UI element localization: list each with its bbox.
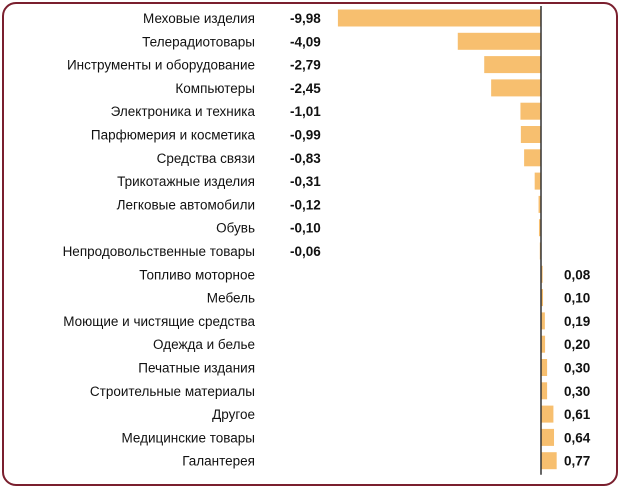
bar bbox=[520, 102, 541, 120]
category-label: Телерадиотовары bbox=[142, 34, 255, 49]
value-label: -0,12 bbox=[290, 197, 321, 212]
category-label: Галантерея bbox=[182, 454, 255, 469]
value-label: 0,30 bbox=[564, 361, 590, 376]
category-label: Обувь bbox=[216, 221, 255, 236]
category-label: Одежда и белье bbox=[153, 337, 255, 352]
value-label: 0,08 bbox=[564, 267, 591, 282]
value-label: -0,10 bbox=[290, 221, 321, 236]
category-label: Моющие и чистящие средства bbox=[63, 314, 255, 329]
category-label: Средства связи bbox=[157, 151, 255, 166]
value-label: -9,98 bbox=[290, 11, 321, 26]
category-label: Легковые автомобили bbox=[117, 197, 255, 212]
category-label: Мебель bbox=[207, 291, 255, 306]
bar bbox=[491, 79, 541, 97]
bar bbox=[541, 428, 555, 446]
bar bbox=[541, 405, 554, 423]
value-labels: -9,98 -4,09 -2,79 -2,45 -1,01 -0,99 -0,83 -0,31… bbox=[290, 11, 591, 469]
category-label: Инструменты и оборудование bbox=[67, 58, 255, 73]
bar bbox=[541, 452, 557, 470]
bar bbox=[457, 32, 541, 50]
category-label: Строительные материалы bbox=[90, 384, 255, 399]
category-label: Трикотажные изделия bbox=[117, 174, 255, 189]
bar bbox=[541, 359, 548, 376]
category-label: Другое bbox=[212, 407, 255, 422]
value-label: -2,45 bbox=[290, 81, 321, 96]
value-label: -0,06 bbox=[290, 244, 321, 259]
value-label: 0,77 bbox=[564, 454, 590, 469]
value-label: -0,99 bbox=[290, 128, 321, 143]
bar bbox=[541, 289, 544, 307]
bar bbox=[534, 172, 541, 190]
value-label: -0,31 bbox=[290, 174, 321, 189]
value-label: -2,79 bbox=[290, 58, 321, 73]
value-label: 0,20 bbox=[564, 337, 590, 352]
category-label: Печатные издания bbox=[138, 361, 255, 376]
value-label: 0,61 bbox=[564, 407, 591, 422]
value-label: 0,64 bbox=[564, 430, 591, 445]
value-label: -1,01 bbox=[290, 104, 321, 119]
category-label: Электроника и техника bbox=[111, 104, 256, 119]
bar bbox=[541, 335, 546, 353]
bar bbox=[337, 9, 541, 27]
category-label: Компьютеры bbox=[175, 81, 255, 96]
bar bbox=[484, 56, 541, 74]
category-label: Топливо моторное bbox=[139, 267, 255, 282]
value-label: 0,19 bbox=[564, 314, 590, 329]
category-labels: Меховые изделия Телерадиотовары Инструмент… bbox=[63, 11, 256, 469]
value-label: -0,83 bbox=[290, 151, 321, 166]
value-label: 0,10 bbox=[564, 291, 590, 306]
bar bbox=[541, 382, 548, 400]
category-label: Медицинские товары bbox=[122, 430, 256, 445]
bar bbox=[538, 219, 541, 237]
bar bbox=[524, 149, 541, 167]
value-label: 0,30 bbox=[564, 384, 590, 399]
bar bbox=[541, 265, 543, 283]
category-label: Непродовольственные товары bbox=[63, 244, 255, 259]
bar bbox=[520, 126, 541, 143]
bar bbox=[541, 312, 545, 330]
category-label: Меховые изделия bbox=[143, 11, 255, 26]
value-label: -4,09 bbox=[290, 34, 321, 49]
bars bbox=[337, 9, 557, 470]
category-label: Парфюмерия и косметика bbox=[91, 128, 256, 143]
bar bbox=[538, 195, 541, 213]
